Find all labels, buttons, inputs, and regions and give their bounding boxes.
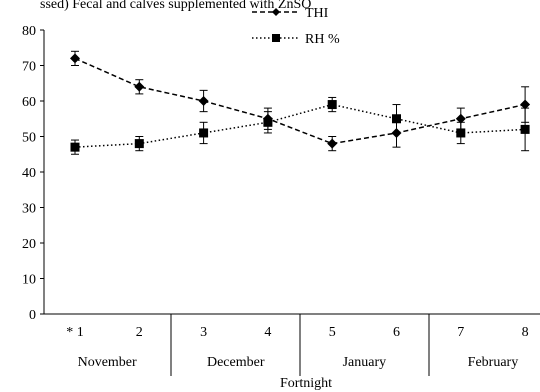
group-label-january: January xyxy=(343,355,387,370)
x-tick-label-6: 6 xyxy=(393,325,400,340)
legend-item-thi: THI xyxy=(252,6,329,21)
legend: THI RH % xyxy=(252,6,340,47)
x-axis-title: Fortnight xyxy=(280,376,332,391)
y-tick-label-40: 40 xyxy=(22,166,36,181)
rh-point xyxy=(134,139,144,149)
rh-point xyxy=(456,128,466,138)
y-axis-ticks: 0 10 20 30 40 50 60 70 80 xyxy=(22,24,44,323)
x-tick-label-4: 4 xyxy=(264,325,271,340)
x-axis-ticks: * 1 2 3 4 5 6 7 8 xyxy=(66,325,528,340)
legend-item-rh: RH % xyxy=(252,32,340,47)
y-tick-label-70: 70 xyxy=(22,60,36,75)
top-clipped-text: ssed) Fecal and calves supplemented with… xyxy=(40,0,311,12)
group-label-december: December xyxy=(207,355,265,370)
legend-thi-marker xyxy=(272,8,280,16)
thi-point xyxy=(520,99,531,110)
x-tick-label-8: 8 xyxy=(522,325,529,340)
rh-point xyxy=(392,114,401,124)
thi-point xyxy=(198,96,209,106)
rh-line xyxy=(74,103,526,148)
rh-point xyxy=(520,124,530,134)
y-tick-label-50: 50 xyxy=(22,131,36,146)
x-tick-label-2: 2 xyxy=(136,325,143,340)
x-tick-label-5: 5 xyxy=(329,325,336,340)
y-tick-label-0: 0 xyxy=(29,308,36,323)
x-tick-label-3: 3 xyxy=(200,325,207,340)
y-tick-label-10: 10 xyxy=(22,273,36,288)
legend-thi-label: THI xyxy=(305,6,329,21)
y-tick-label-30: 30 xyxy=(22,202,36,217)
thi-point xyxy=(134,81,145,92)
rh-point xyxy=(263,117,273,127)
thi-point xyxy=(327,138,338,149)
x-tick-label-1: * 1 xyxy=(66,325,84,340)
rh-point xyxy=(199,128,209,138)
y-tick-label-60: 60 xyxy=(22,95,36,110)
x-tick-label-7: 7 xyxy=(457,325,464,340)
thi-point xyxy=(70,53,80,64)
y-tick-label-20: 20 xyxy=(22,237,36,252)
series-layer xyxy=(70,50,531,155)
y-tick-label-80: 80 xyxy=(22,24,36,39)
thi-point xyxy=(455,113,466,124)
group-label-february: February xyxy=(468,355,519,370)
group-label-november: November xyxy=(78,355,137,370)
rh-point xyxy=(327,100,337,110)
thi-line xyxy=(74,57,526,145)
legend-rh-label: RH % xyxy=(305,32,340,47)
x-axis-groups: November December January February xyxy=(78,314,519,376)
legend-rh-marker xyxy=(272,34,280,42)
rh-point xyxy=(70,142,80,152)
